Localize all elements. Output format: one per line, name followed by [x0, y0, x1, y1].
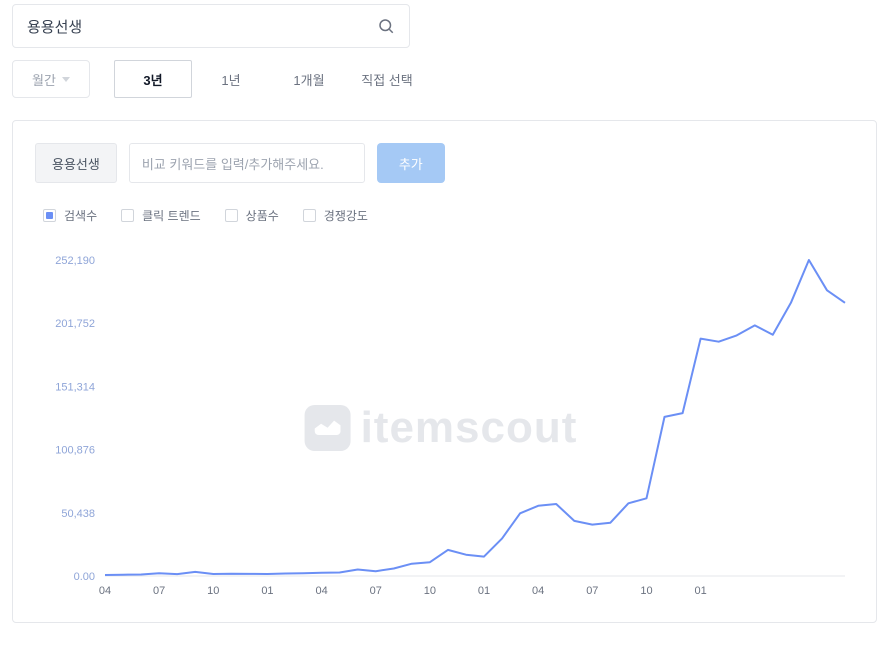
chevron-down-icon	[62, 77, 70, 82]
period-tab[interactable]: 1개월	[270, 60, 348, 98]
svg-text:07: 07	[586, 585, 598, 597]
legend-label: 클릭 트렌드	[142, 207, 201, 224]
svg-text:04: 04	[315, 585, 327, 597]
search-box[interactable]: 용용선생	[12, 4, 410, 48]
svg-text:252,190: 252,190	[55, 255, 95, 267]
legend-label: 경쟁강도	[324, 207, 368, 224]
svg-text:0.00: 0.00	[74, 571, 95, 583]
legend-checkbox[interactable]	[303, 209, 316, 222]
compare-keyword-input[interactable]: 비교 키워드를 입력/추가해주세요.	[129, 143, 365, 183]
svg-text:50,438: 50,438	[61, 508, 95, 520]
svg-text:10: 10	[207, 585, 219, 597]
svg-text:151,314: 151,314	[55, 381, 95, 393]
svg-text:01: 01	[478, 585, 490, 597]
svg-text:01: 01	[694, 585, 706, 597]
svg-text:04: 04	[532, 585, 544, 597]
legend-item[interactable]: 검색수	[43, 207, 97, 224]
legend-item[interactable]: 경쟁강도	[303, 207, 368, 224]
svg-text:201,752: 201,752	[55, 318, 95, 330]
svg-text:04: 04	[99, 585, 111, 597]
legend-checkbox[interactable]	[43, 209, 56, 222]
keyword-tag[interactable]: 용용선생	[35, 143, 117, 183]
svg-text:10: 10	[424, 585, 436, 597]
period-tab[interactable]: 직접 선택	[348, 60, 426, 98]
svg-text:01: 01	[261, 585, 273, 597]
search-value: 용용선생	[27, 16, 377, 37]
svg-text:07: 07	[153, 585, 165, 597]
period-dropdown[interactable]: 월간	[12, 60, 90, 98]
period-dropdown-label: 월간	[32, 70, 56, 89]
legend-checkbox[interactable]	[225, 209, 238, 222]
search-icon[interactable]	[377, 17, 395, 35]
line-chart: itemscout 0.0050,438100,876151,314201,75…	[31, 252, 851, 604]
legend-item[interactable]: 상품수	[225, 207, 279, 224]
legend-item[interactable]: 클릭 트렌드	[121, 207, 201, 224]
legend-label: 상품수	[246, 207, 279, 224]
svg-text:100,876: 100,876	[55, 445, 95, 457]
legend-checkbox[interactable]	[121, 209, 134, 222]
svg-text:10: 10	[640, 585, 652, 597]
add-button[interactable]: 추가	[377, 143, 445, 183]
period-tab[interactable]: 3년	[114, 60, 192, 98]
legend-label: 검색수	[64, 207, 97, 224]
svg-text:07: 07	[370, 585, 382, 597]
chart-panel: 용용선생 비교 키워드를 입력/추가해주세요. 추가 검색수 클릭 트렌드 상품수 경…	[12, 120, 877, 623]
period-tab[interactable]: 1년	[192, 60, 270, 98]
